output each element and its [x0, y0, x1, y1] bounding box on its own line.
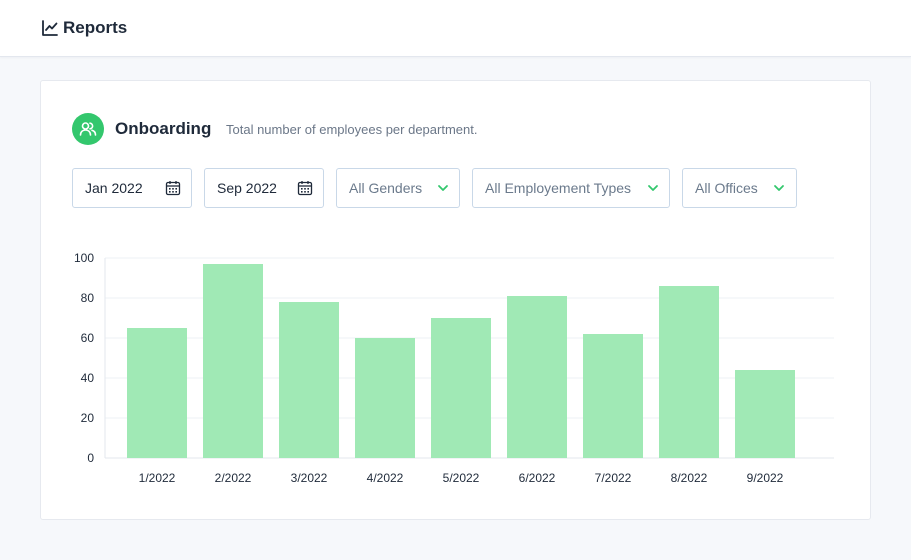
start-date-value: Jan 2022: [85, 180, 143, 196]
y-tick-label: 60: [81, 331, 95, 345]
start-date-picker[interactable]: Jan 2022: [72, 168, 192, 208]
onboarding-bar-chart: 0 20 40 60 80 100 1/2022 2/2022 3/2022 4/2022 5/20…: [74, 251, 834, 485]
employment-type-select-value: All Employement Types: [485, 180, 632, 196]
top-bar: Reports: [0, 0, 911, 57]
users-icon: [72, 113, 104, 145]
office-select[interactable]: All Offices: [682, 168, 797, 208]
x-tick-label: 2/2022: [215, 471, 252, 485]
x-tick-label: 8/2022: [671, 471, 708, 485]
chevron-down-icon: [774, 185, 784, 191]
x-tick-label: 9/2022: [747, 471, 784, 485]
y-tick-label: 80: [81, 291, 95, 305]
bar: [431, 318, 491, 458]
bar: [659, 286, 719, 458]
x-tick-label: 5/2022: [443, 471, 480, 485]
page-title: Reports: [63, 18, 128, 37]
x-tick-label: 6/2022: [519, 471, 556, 485]
chevron-down-icon: [438, 185, 448, 191]
x-tick-label: 4/2022: [367, 471, 404, 485]
line-chart-icon: [42, 20, 58, 36]
x-tick-label: 3/2022: [291, 471, 328, 485]
end-date-value: Sep 2022: [217, 180, 277, 196]
bar: [735, 370, 795, 458]
end-date-picker[interactable]: Sep 2022: [204, 168, 324, 208]
y-tick-label: 40: [81, 371, 95, 385]
bar: [127, 328, 187, 458]
y-tick-label: 100: [74, 251, 94, 265]
bar: [355, 338, 415, 458]
office-select-value: All Offices: [695, 180, 758, 196]
y-tick-label: 0: [87, 451, 94, 465]
x-tick-label: 1/2022: [139, 471, 176, 485]
bar: [583, 334, 643, 458]
chevron-down-icon: [648, 185, 658, 191]
calendar-icon: [297, 181, 313, 196]
gender-select[interactable]: All Genders: [336, 168, 460, 208]
gender-select-value: All Genders: [349, 180, 423, 196]
section-title: Onboarding: [115, 119, 212, 138]
x-tick-label: 7/2022: [595, 471, 632, 485]
employment-type-select[interactable]: All Employement Types: [472, 168, 670, 208]
bar: [507, 296, 567, 458]
onboarding-card: Onboarding Total number of employees per…: [40, 80, 871, 520]
bar: [203, 264, 263, 458]
calendar-icon: [165, 181, 181, 196]
bar: [279, 302, 339, 458]
section-subtitle: Total number of employees per department…: [226, 122, 478, 137]
y-tick-label: 20: [81, 411, 95, 425]
